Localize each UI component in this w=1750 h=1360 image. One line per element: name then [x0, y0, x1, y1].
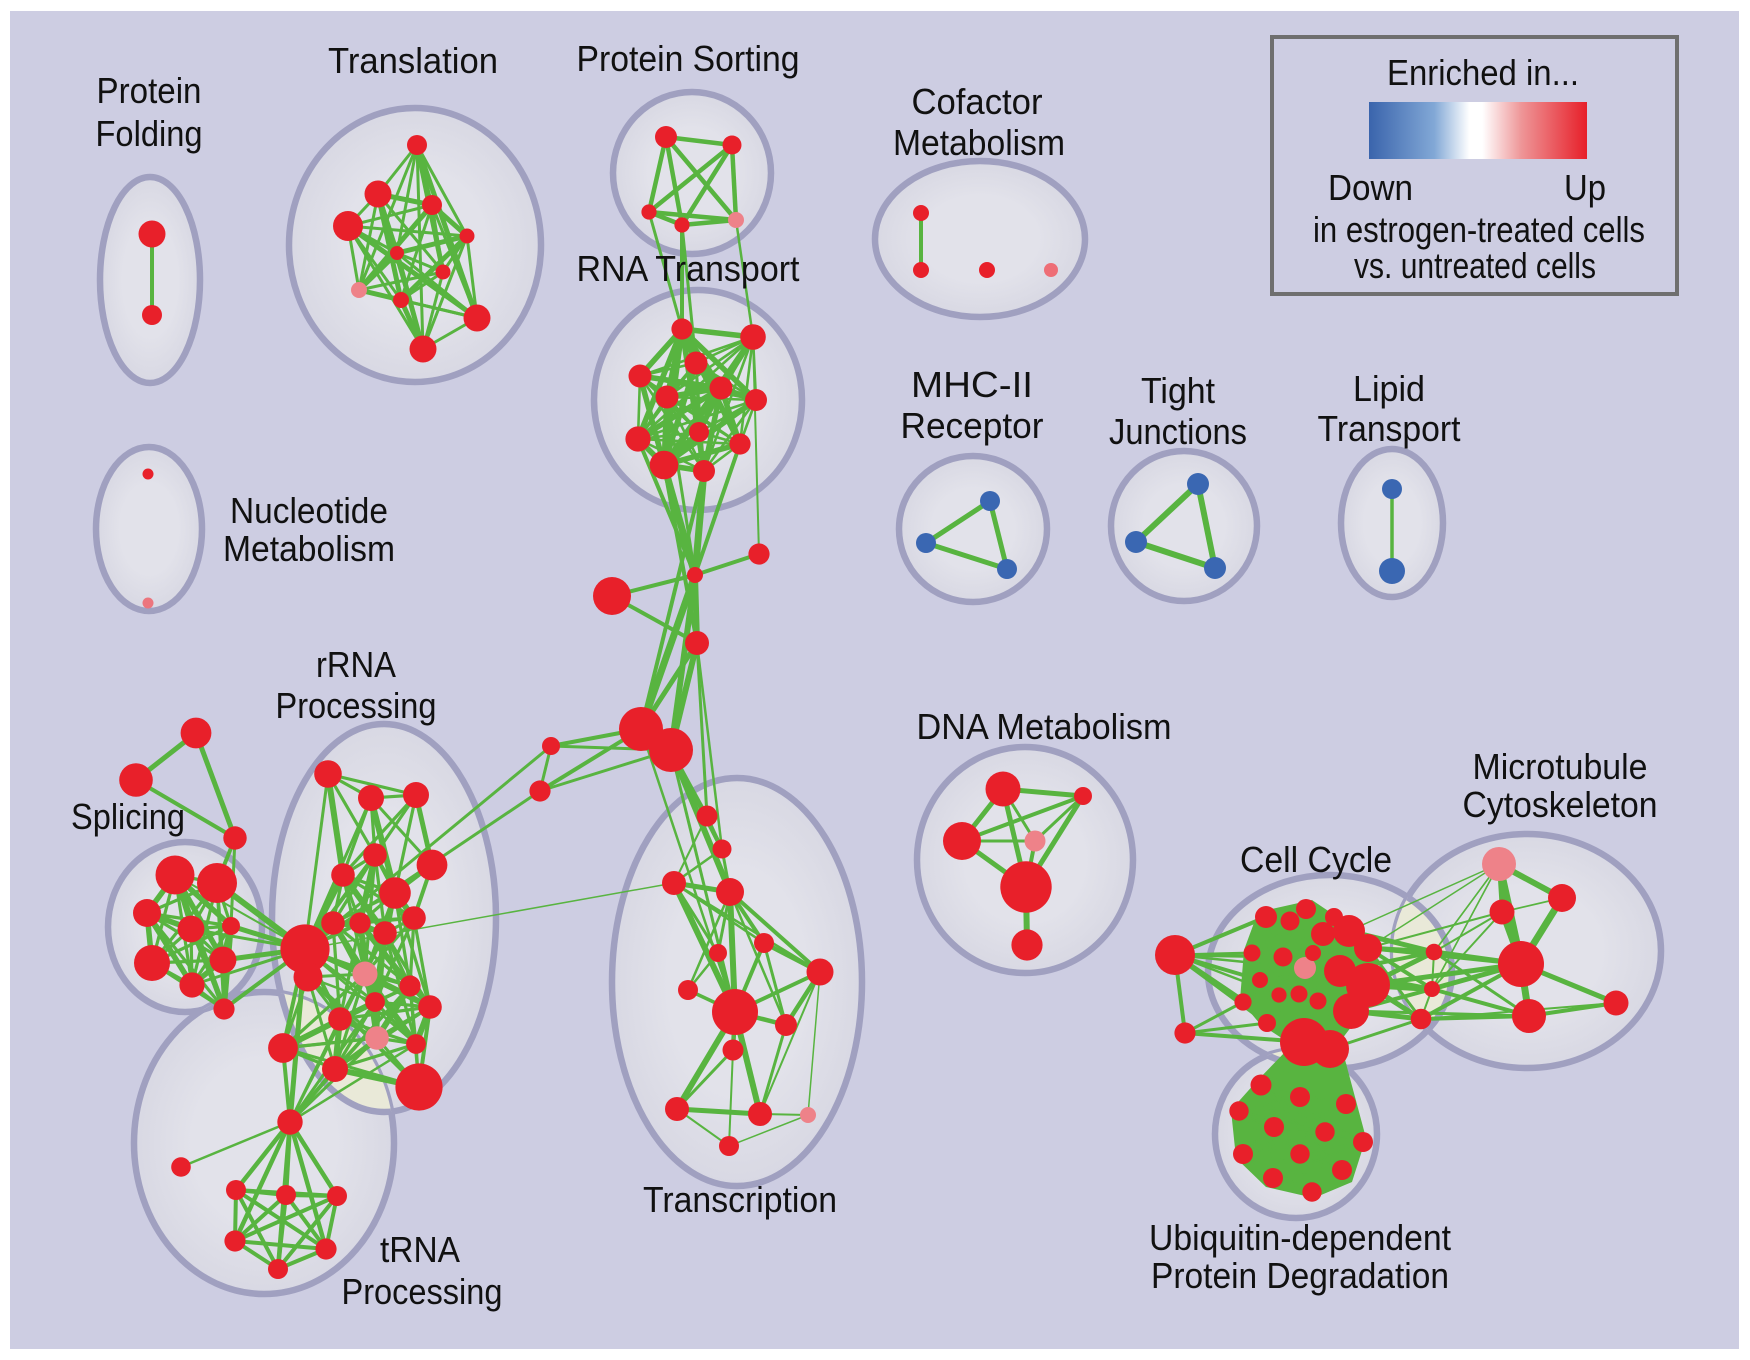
svg-text:Cofactor: Cofactor — [912, 81, 1043, 122]
svg-text:Nucleotide: Nucleotide — [230, 490, 388, 531]
svg-text:RNA Transport: RNA Transport — [577, 248, 800, 289]
svg-text:Microtubule: Microtubule — [1473, 746, 1648, 787]
svg-text:Protein Sorting: Protein Sorting — [577, 38, 800, 79]
svg-text:Folding: Folding — [96, 113, 203, 154]
svg-text:Protein Degradation: Protein Degradation — [1151, 1255, 1449, 1296]
svg-text:rRNA: rRNA — [316, 644, 396, 685]
svg-text:Metabolism: Metabolism — [223, 528, 395, 569]
svg-text:MHC-II: MHC-II — [911, 364, 1033, 405]
svg-text:Processing: Processing — [276, 685, 437, 726]
svg-text:in estrogen-treated cells: in estrogen-treated cells — [1313, 209, 1645, 250]
svg-text:Metabolism: Metabolism — [893, 122, 1065, 163]
svg-text:Ubiquitin-dependent: Ubiquitin-dependent — [1149, 1217, 1451, 1258]
svg-text:Protein: Protein — [97, 70, 202, 111]
svg-text:vs. untreated cells: vs. untreated cells — [1354, 245, 1596, 286]
svg-text:Lipid: Lipid — [1353, 368, 1425, 409]
svg-text:Enriched in...: Enriched in... — [1387, 52, 1579, 93]
svg-text:tRNA: tRNA — [380, 1229, 460, 1270]
svg-text:Cell Cycle: Cell Cycle — [1240, 839, 1392, 880]
svg-text:Receptor: Receptor — [901, 405, 1044, 446]
svg-text:Splicing: Splicing — [71, 796, 185, 837]
svg-text:Up: Up — [1564, 167, 1606, 208]
svg-text:DNA Metabolism: DNA Metabolism — [917, 706, 1172, 747]
svg-text:Cytoskeleton: Cytoskeleton — [1463, 784, 1658, 825]
svg-text:Transcription: Transcription — [643, 1179, 837, 1220]
svg-text:Transport: Transport — [1318, 408, 1461, 449]
svg-text:Junctions: Junctions — [1109, 411, 1247, 452]
svg-text:Processing: Processing — [342, 1271, 503, 1312]
svg-text:Translation: Translation — [328, 40, 498, 81]
svg-text:Tight: Tight — [1141, 370, 1215, 411]
svg-text:Down: Down — [1328, 167, 1413, 208]
